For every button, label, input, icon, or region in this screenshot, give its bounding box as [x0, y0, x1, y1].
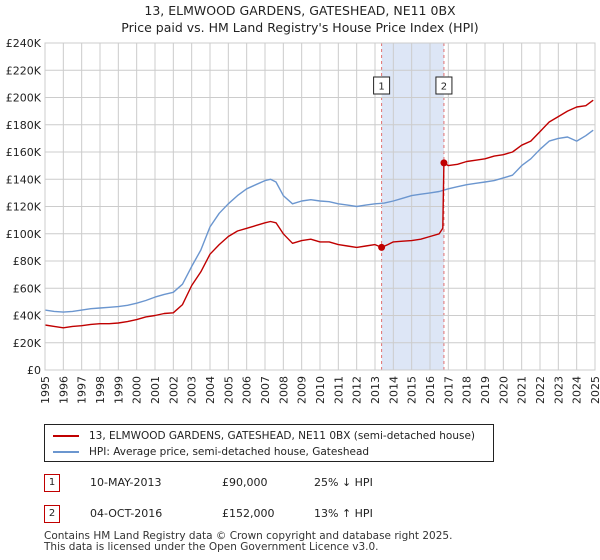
transaction-hpi-diff: 13% ↑ HPI — [314, 507, 373, 520]
legend-label-hpi: HPI: Average price, semi-detached house,… — [89, 446, 370, 458]
y-tick-label: £240K — [6, 37, 42, 50]
transaction-price: £152,000 — [222, 507, 275, 520]
footer-line-1: Contains HM Land Registry data © Crown c… — [44, 530, 453, 542]
x-tick-label: 2001 — [149, 376, 162, 404]
x-tick-label: 2023 — [552, 376, 565, 404]
y-tick-label: £200K — [6, 92, 42, 105]
y-tick-label: £160K — [6, 146, 42, 159]
x-tick-label: 2003 — [186, 376, 199, 404]
legend-swatch-property — [53, 435, 79, 437]
y-tick-label: £40K — [13, 310, 42, 323]
x-tick-label: 2006 — [241, 376, 254, 404]
x-tick-label: 2015 — [406, 376, 419, 404]
title-line-2: Price paid vs. HM Land Registry's House … — [121, 20, 479, 35]
property-price-line — [44, 99, 594, 329]
x-tick-label: 2007 — [259, 376, 272, 404]
footer-line-2: This data is licensed under the Open Gov… — [44, 541, 379, 553]
annotation-label: 1 — [378, 82, 384, 93]
legend-label-property: 13, ELMWOOD GARDENS, GATESHEAD, NE11 0BX… — [89, 430, 476, 442]
plot-frame — [44, 42, 596, 371]
transaction-date: 10-MAY-2013 — [90, 476, 162, 489]
y-tick-label: £100K — [6, 228, 42, 241]
y-tick-label: £140K — [6, 173, 42, 186]
x-tick-label: 2005 — [222, 376, 235, 404]
x-tick-label: 1996 — [57, 376, 70, 404]
transaction-hpi-diff: 25% ↓ HPI — [314, 476, 373, 489]
price-chart: £0 £20K £40K £60K £80K £100K £120K £140K £160K £1… — [6, 37, 600, 404]
annotation-box — [435, 76, 453, 95]
transaction-marker-box: 2 — [44, 505, 60, 523]
legend-item-hpi: HPI: Average price, semi-detached house,… — [53, 444, 369, 460]
x-tick-label: 2004 — [204, 376, 217, 404]
transaction-marker-box: 1 — [44, 474, 60, 492]
x-tick-label: 2014 — [387, 376, 400, 404]
y-tick-label: £20K — [13, 337, 42, 350]
y-tick-label: £0 — [27, 364, 41, 377]
transaction-point — [378, 243, 386, 251]
x-tick-label: 2018 — [461, 376, 474, 404]
title-line-1: 13, ELMWOOD GARDENS, GATESHEAD, NE11 0BX — [144, 3, 456, 18]
chart-legend: 13, ELMWOOD GARDENS, GATESHEAD, NE11 0BX… — [44, 424, 494, 462]
y-tick-label: £120K — [6, 201, 42, 214]
x-tick-label: 2011 — [332, 376, 345, 404]
x-tick-label: 2017 — [442, 376, 455, 404]
x-tick-label: 2019 — [479, 376, 492, 404]
x-tick-label: 2009 — [296, 376, 309, 404]
x-tick-label: 2024 — [571, 376, 584, 404]
transaction-price: £90,000 — [222, 476, 268, 489]
legend-item-property: 13, ELMWOOD GARDENS, GATESHEAD, NE11 0BX… — [53, 428, 475, 444]
annotation-label: 2 — [441, 82, 447, 93]
x-tick-label: 1997 — [76, 376, 89, 404]
footer-attribution: Contains HM Land Registry data © Crown c… — [44, 531, 452, 553]
annotation-box — [373, 76, 391, 95]
hpi-line — [44, 129, 594, 313]
transaction-date: 04-OCT-2016 — [90, 507, 163, 520]
x-tick-label: 2008 — [277, 376, 290, 404]
chart-title: 13, ELMWOOD GARDENS, GATESHEAD, NE11 0BX… — [0, 2, 600, 36]
x-tick-label: 2021 — [516, 376, 529, 404]
x-tick-label: 2012 — [351, 376, 364, 404]
x-tick-label: 1999 — [112, 376, 125, 404]
y-tick-label: £180K — [6, 119, 42, 132]
y-tick-label: £60K — [13, 282, 42, 295]
x-tick-label: 2022 — [534, 376, 547, 404]
x-tick-label: 2013 — [369, 376, 382, 404]
legend-swatch-hpi — [53, 451, 79, 453]
x-tick-label: 1998 — [94, 376, 107, 404]
x-tick-label: 2020 — [497, 376, 510, 404]
x-tick-label: 2016 — [424, 376, 437, 404]
x-tick-label: 2002 — [167, 376, 180, 404]
y-tick-label: £80K — [13, 255, 42, 268]
x-tick-label: 2000 — [131, 376, 144, 404]
y-tick-label: £220K — [6, 64, 42, 77]
x-tick-label: 1995 — [39, 376, 52, 404]
x-tick-label: 2025 — [589, 376, 600, 404]
transaction-point — [440, 159, 448, 167]
x-tick-label: 2010 — [314, 376, 327, 404]
